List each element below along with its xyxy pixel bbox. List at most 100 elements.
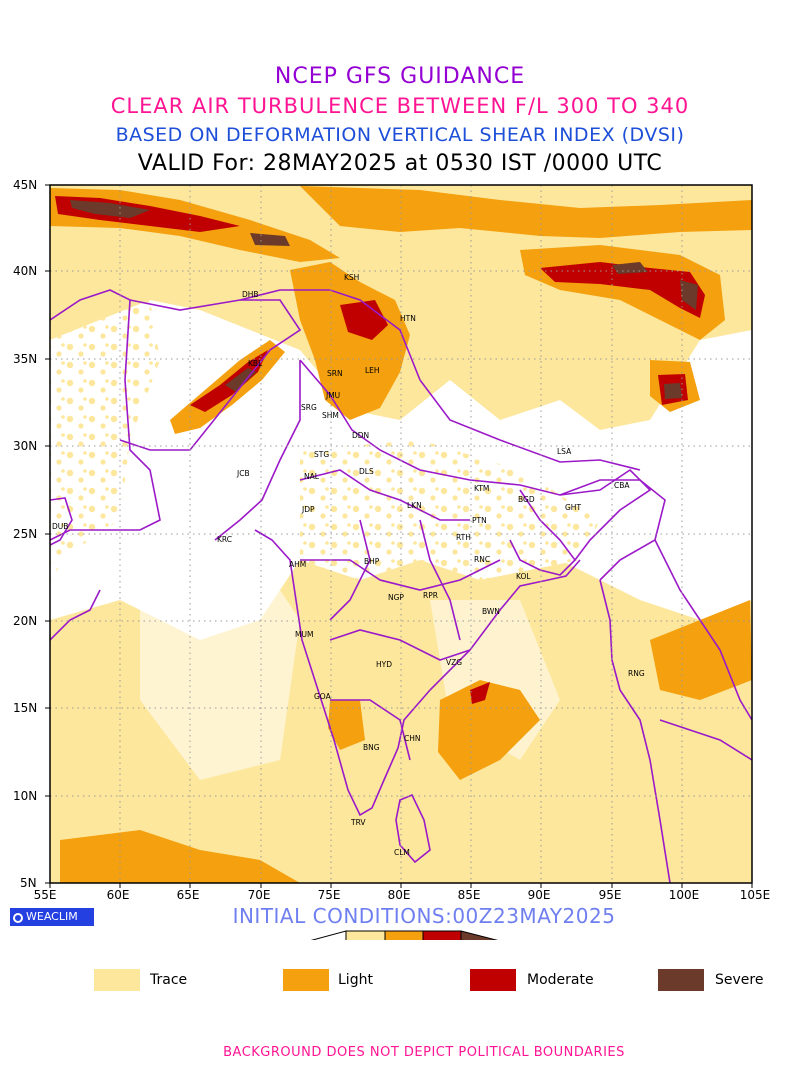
moderate-core-bay (470, 682, 490, 704)
lat-label: 45N (13, 178, 37, 192)
station-label: RTH (456, 533, 471, 542)
station-label: CBA (614, 481, 630, 490)
lat-label: 15N (13, 701, 37, 715)
station-label: LKN (407, 501, 422, 510)
lon-label: 85E (458, 888, 481, 902)
severe-core-afghanistan (225, 368, 256, 392)
logo-text: WEACLIM (26, 910, 78, 923)
station-label: DDN (352, 431, 369, 440)
station-label: JMU (325, 391, 340, 400)
light-band-myanmar (650, 600, 752, 700)
station-label: BNG (363, 743, 380, 752)
lon-label: 105E (740, 888, 771, 902)
title-line3: BASED ON DEFORMATION VERTICAL SHEAR INDE… (115, 124, 685, 146)
legend-swatch-trace (94, 969, 140, 991)
turbulence-map: 45N 40N 35N 30N 25N 20N 15N 10N 5N 55E 6… (13, 178, 771, 940)
border-china (239, 289, 421, 381)
lon-label: 90E (528, 888, 551, 902)
severe-core-northwest (70, 200, 150, 218)
lat-label: 20N (13, 614, 37, 628)
station-label: KTM (474, 484, 489, 493)
lon-label: 75E (318, 888, 341, 902)
station-label: DUB (52, 522, 68, 531)
legend-swatch-light (283, 969, 329, 991)
colorbar-lower-arrow (310, 930, 347, 940)
border-bangladesh (509, 489, 577, 576)
axis-ticks (45, 184, 753, 888)
station-label: BWN (482, 607, 500, 616)
title-line1: NCEP GFS GUIDANCE (274, 64, 526, 89)
lat-labels: 45N 40N 35N 30N 25N 20N 15N 10N 5N (13, 178, 37, 890)
state-line-e (329, 519, 371, 621)
lon-label: 60E (107, 888, 130, 902)
border-tibet (419, 379, 641, 471)
border-thailand (654, 539, 752, 721)
colorbar-segment-light (384, 930, 424, 940)
station-label: PTN (472, 516, 487, 525)
lon-label: 100E (669, 888, 700, 902)
lat-label: 25N (13, 527, 37, 541)
trace-region-central (300, 440, 600, 580)
legend-swatch-moderate (470, 969, 516, 991)
lat-label: 30N (13, 439, 37, 453)
lon-label: 80E (388, 888, 411, 902)
trace-region-arabian-sea (140, 560, 300, 780)
station-label: JCB (236, 469, 250, 478)
trace-region-west (50, 300, 160, 600)
lon-label: 55E (34, 888, 57, 902)
coast-myanmar (599, 579, 671, 883)
border-india-north (299, 359, 652, 561)
gridlines (50, 185, 752, 883)
legend-label-trace: Trace (150, 972, 188, 988)
station-label: KRC (217, 535, 232, 544)
lat-label: 10N (13, 789, 37, 803)
station-label: RNG (628, 669, 645, 678)
station-label: HYD (376, 660, 392, 669)
lat-label: 40N (13, 264, 37, 278)
station-label: NAL (304, 472, 320, 481)
moderate-core-tibet (540, 262, 705, 318)
station-label: KSH (344, 273, 359, 282)
moderate-core-kashmir (340, 300, 388, 340)
state-line-c (329, 629, 471, 661)
legend-swatch-severe (658, 969, 704, 991)
station-label: BGD (518, 495, 535, 504)
border-northeast (559, 479, 666, 581)
state-line-a (299, 469, 470, 521)
station-label: DHB (242, 290, 259, 299)
station-label: CLM (394, 848, 410, 857)
state-line-b (300, 559, 501, 591)
station-label: NGP (388, 593, 404, 602)
station-label: VZG (446, 658, 462, 667)
station-label: AHM (289, 560, 306, 569)
station-label: MUM (295, 630, 313, 639)
station-label: CHN (404, 734, 421, 743)
coast-thailand (659, 719, 752, 761)
station-label: HTN (400, 314, 416, 323)
station-label: DLS (359, 467, 374, 476)
station-label: GOA (314, 692, 332, 701)
coast-arabia (50, 589, 101, 641)
light-band-jet-northeast (300, 186, 752, 238)
title-line2: CLEAR AIR TURBULENCE BETWEEN F/L 300 TO … (110, 94, 690, 118)
legend-label-severe: Severe (715, 972, 764, 988)
lon-label: 95E (599, 888, 622, 902)
light-band-karnataka (328, 700, 365, 750)
station-label: TRV (350, 818, 366, 827)
severe-core-jet (250, 233, 290, 246)
lon-label: 70E (248, 888, 271, 902)
lat-label: 35N (13, 352, 37, 366)
station-label: SHM (322, 411, 339, 420)
lon-label: 65E (177, 888, 200, 902)
boundary-lines (50, 289, 752, 883)
weaclim-logo: WEACLIM (10, 908, 94, 926)
station-label: RPR (423, 591, 438, 600)
moderate-core-afghanistan (190, 350, 268, 412)
station-labels: DHB KSH HTN KBL SRN LEH JMU SRG SHM DDN … (52, 273, 645, 857)
title-line4: VALID For: 28MAY2025 at 0530 IST /0000 U… (137, 151, 663, 176)
state-line-d (330, 699, 411, 761)
station-label: SRG (301, 403, 317, 412)
logo-ring-icon (13, 913, 23, 923)
severe-core-east (664, 383, 682, 399)
station-label: LSA (557, 447, 572, 456)
